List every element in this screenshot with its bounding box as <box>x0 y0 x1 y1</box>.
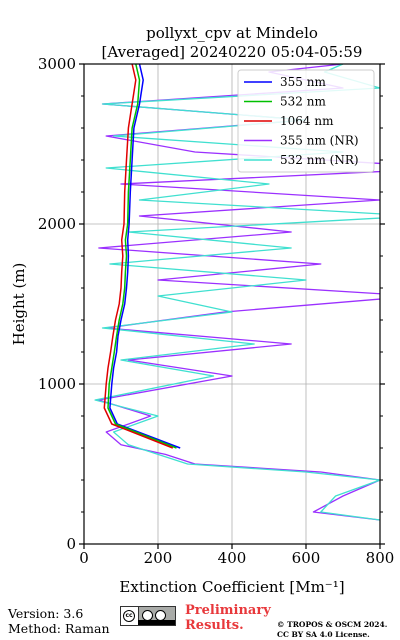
legend-label: 532 nm <box>280 95 326 109</box>
series-line-532-nm <box>107 64 177 449</box>
series-line-355-nm <box>109 64 181 449</box>
x-tick-label: 600 <box>292 549 321 567</box>
legend-box <box>237 69 375 173</box>
series-line-1064-nm <box>103 64 174 449</box>
series-line-532-nm-nr- <box>94 64 380 521</box>
series-layer <box>94 64 380 521</box>
y-tick-label: 0 <box>66 535 76 553</box>
legend-label: 1064 nm <box>280 114 334 128</box>
legend-label: 355 nm (NR) <box>280 134 359 148</box>
version-text: Version: 3.6 <box>8 606 84 621</box>
legend-label: 355 nm <box>280 75 326 89</box>
copyright-line-1: © TROPOS & OSCM 2024. <box>277 620 388 629</box>
chart-legend: 355 nm 532 nm 1064 nm 355 nm (NR) 532 nm (NR… <box>237 69 375 173</box>
x-tick-label: 400 <box>218 549 247 567</box>
y-tick-label: 3000 <box>38 55 76 73</box>
y-tick-label: 1000 <box>38 375 76 393</box>
legend-label: 532 nm (NR) <box>280 153 359 167</box>
chart-title: pollyxt_cpv at Mindelo <box>146 24 318 42</box>
cc-icon: cc <box>123 610 135 622</box>
x-tick-label: 800 <box>366 549 395 567</box>
series-line-355-nm-nr- <box>98 64 380 521</box>
copyright-line-2: CC BY SA 4.0 License. <box>277 629 370 639</box>
x-tick-label: 200 <box>144 549 173 567</box>
y-tick-label: 2000 <box>38 215 76 233</box>
extinction-chart: pollyxt_cpv at Mindelo [Averaged] 202402… <box>10 24 395 596</box>
chart-subtitle: [Averaged] 20240220 05:04-05:59 <box>102 43 363 61</box>
x-axis-label: Extinction Coefficient [Mm⁻¹] <box>119 578 344 596</box>
cc-license-badge: cc <box>120 606 176 626</box>
prelim-line-2: Results. <box>185 618 244 633</box>
preliminary-results-note: Preliminary Results. <box>185 603 271 633</box>
prelim-line-1: Preliminary <box>185 603 271 618</box>
y-axis-label: Height (m) <box>10 263 28 346</box>
axis-ticks: 0 200 400 600 800 0 1000 2000 3000 <box>38 55 395 567</box>
badge-bar <box>138 620 175 625</box>
method-text: Method: Raman <box>8 621 110 636</box>
x-tick-label: 0 <box>79 549 89 567</box>
copyright-note: © TROPOS & OSCM 2024. CC BY SA 4.0 Licen… <box>277 620 387 639</box>
